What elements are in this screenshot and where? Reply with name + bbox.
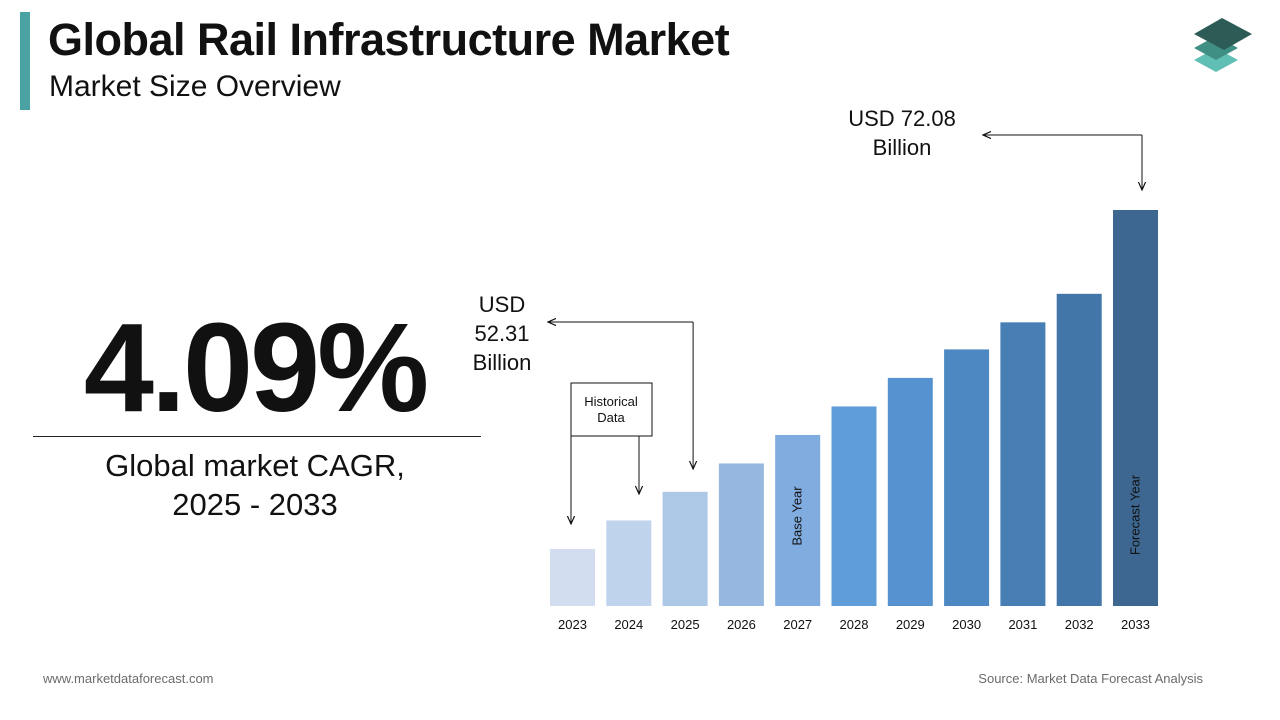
x-tick-2028: 2028 [840, 617, 869, 632]
x-tick-2032: 2032 [1065, 617, 1094, 632]
bar-2029 [887, 377, 933, 606]
x-tick-2023: 2023 [558, 617, 587, 632]
cagr-label-line1: Global market CAGR, [105, 448, 405, 483]
bar-2028 [831, 406, 877, 606]
x-tick-2025: 2025 [671, 617, 700, 632]
start-callout-line-3: Billion [473, 350, 532, 375]
title-accent-bar [20, 12, 30, 110]
end-callout-line-2: Billion [873, 135, 932, 160]
footer-website: www.marketdataforecast.com [43, 671, 214, 686]
x-tick-2027: 2027 [783, 617, 812, 632]
layers-logo-icon [1194, 18, 1252, 72]
x-tick-2029: 2029 [896, 617, 925, 632]
cagr-divider [33, 436, 481, 437]
cagr-label: Global market CAGR, 2025 - 2033 [30, 446, 480, 524]
bar-2025 [662, 491, 708, 606]
footer-source: Source: Market Data Forecast Analysis [978, 671, 1203, 686]
historical-data-line-2: Data [597, 410, 625, 425]
page-subtitle: Market Size Overview [49, 70, 341, 103]
x-tick-2030: 2030 [952, 617, 981, 632]
bar-2026 [718, 463, 764, 606]
page-title: Global Rail Infrastructure Market [48, 14, 730, 65]
x-tick-2026: 2026 [727, 617, 756, 632]
x-tick-2024: 2024 [614, 617, 643, 632]
forecast-year-label: Forecast Year [1128, 474, 1143, 555]
bar-2024 [606, 520, 652, 606]
historical-data-line-1: Historical [584, 394, 638, 409]
bar-2027 [775, 434, 821, 606]
bar-2031 [1000, 322, 1046, 606]
start-callout-line-1: USD [479, 292, 525, 317]
cagr-label-line2: 2025 - 2033 [172, 487, 338, 522]
base-year-label: Base Year [790, 486, 805, 546]
bar-2030 [944, 349, 990, 606]
bar-2033 [1113, 210, 1158, 606]
end-callout-line-1: USD 72.08 [848, 106, 956, 131]
x-tick-2033: 2033 [1121, 617, 1150, 632]
x-tick-2031: 2031 [1008, 617, 1037, 632]
bar-2032 [1056, 293, 1102, 606]
historical-data-box [570, 382, 653, 437]
cagr-value: 4.09% [83, 297, 429, 438]
start-callout-line-2: 52.31 [474, 321, 529, 346]
bar-2023 [550, 548, 595, 606]
